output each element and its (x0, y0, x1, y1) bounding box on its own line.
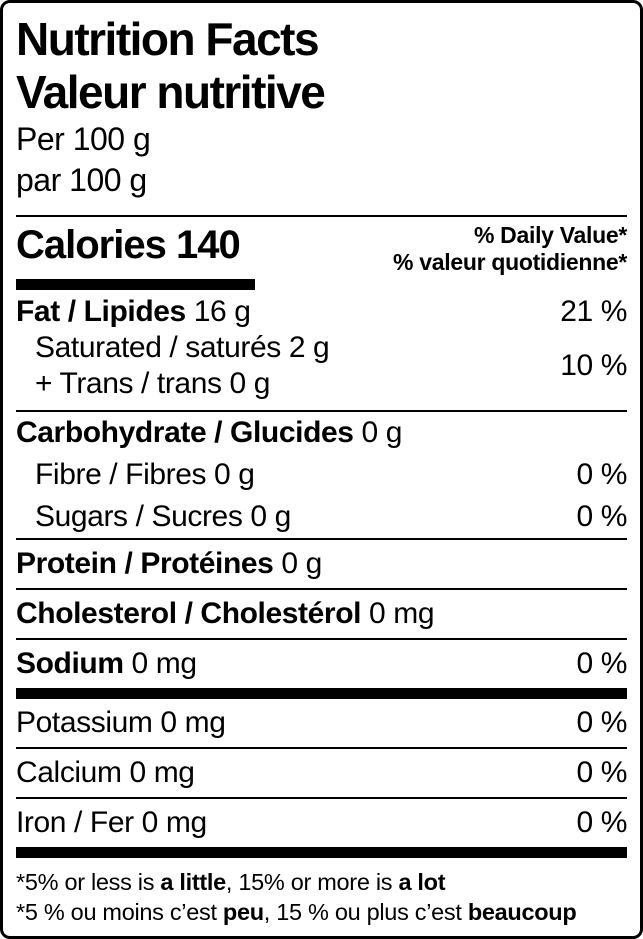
nutrient-name-amount: Sodium 0 mg (16, 646, 197, 682)
nutrient-row-calcium: Calcium 0 mg 0 % (16, 749, 627, 799)
nutrient-row-fibre: Fibre / Fibres 0 g 0 % (16, 454, 627, 496)
nutrient-row-iron: Iron / Fer 0 mg 0 % (16, 799, 627, 847)
saturated-trans-lines: Saturated / saturés 2 g + Trans / trans … (16, 330, 330, 402)
nutrient-amount: 0 g (250, 500, 291, 533)
footnotes: *5% or less is a little, 15% or more is … (16, 858, 627, 927)
nutrient-name: Fibre / Fibres (35, 458, 207, 491)
calories-underline-bar (16, 279, 255, 290)
nutrient-name: Protein / Protéines (16, 547, 274, 580)
serving-size-fr: par 100 g (16, 162, 147, 198)
nutrient-amount: 0 mg (160, 706, 226, 739)
serving-size-en: Per 100 g (16, 121, 151, 157)
nutrient-name: Sodium (16, 647, 124, 680)
nutrient-name: Fat / Lipides (16, 295, 186, 328)
nutrient-name-amount: Fibre / Fibres 0 g (16, 457, 255, 493)
daily-value: 21 % (560, 295, 627, 328)
nutrient-name: Cholesterol / Cholestérol (16, 597, 362, 630)
nutrient-name: + Trans / trans (35, 367, 222, 400)
daily-value-header-fr: % valeur quotidienne* (393, 249, 627, 275)
daily-value-header-en: % Daily Value* (473, 222, 627, 248)
nutrient-name-amount: Fat / Lipides 16 g (16, 294, 251, 330)
nutrient-name-amount: Cholesterol / Cholestérol 0 mg (16, 596, 435, 632)
nutrient-name-amount: Iron / Fer 0 mg (16, 805, 207, 841)
nutrient-name: Saturated / saturés (35, 331, 281, 364)
footnote-en-part: *5% or less is (16, 869, 161, 895)
nutrient-name-amount: Protein / Protéines 0 g (16, 546, 322, 582)
fat-section: Fat / Lipides 16 g 21 % Saturated / satu… (16, 290, 627, 412)
nutrient-amount: 0 g (229, 367, 271, 400)
footnote-fr-part: *5 % ou moins c’est (16, 899, 223, 925)
daily-value-header: % Daily Value* % valeur quotidienne* (393, 222, 627, 276)
nutrient-amount: 0 mg (129, 756, 196, 789)
daily-value: 0 % (576, 756, 628, 789)
footnote-en-part: , 15% or more is (225, 869, 399, 895)
nutrient-amount: 0 mg (131, 647, 198, 680)
nutrient-amount: 0 mg (141, 806, 208, 839)
section-divider-bar (16, 688, 627, 699)
nutrient-name: Calcium (16, 756, 122, 789)
nutrient-amount: 0 g (361, 416, 403, 449)
carbohydrate-section: Carbohydrate / Glucides 0 g Fibre / Fibr… (16, 412, 627, 540)
footnote-en-emphasis: a lot (398, 869, 446, 895)
calories-line: Calories 140 (16, 222, 241, 268)
label-header: Nutrition Facts Valeur nutritive Per 100… (16, 3, 627, 217)
daily-value: 0 % (576, 647, 628, 680)
section-divider-bar (16, 847, 627, 858)
daily-value: 0 % (576, 500, 628, 533)
footnote-fr-part: , 15 % ou plus c’est (263, 899, 468, 925)
nutrient-name-amount: Carbohydrate / Glucides 0 g (16, 415, 402, 451)
nutrient-row-potassium: Potassium 0 mg 0 % (16, 699, 627, 749)
nutrient-amount: 0 mg (369, 597, 435, 630)
nutrient-name-amount: Sugars / Sucres 0 g (16, 499, 291, 535)
footnote-fr-emphasis: beaucoup (467, 899, 577, 925)
calories-section: Calories 140 % Daily Value* % valeur quo… (16, 217, 627, 276)
nutrient-row-cholesterol: Cholesterol / Cholestérol 0 mg (16, 590, 627, 640)
nutrient-name: Potassium (16, 706, 153, 739)
nutrient-row-sodium: Sodium 0 mg 0 % (16, 640, 627, 688)
nutrient-name: Carbohydrate / Glucides (16, 416, 354, 449)
daily-value: 0 % (576, 706, 628, 739)
footnote-fr: *5 % ou moins c’est peu, 15 % ou plus c’… (16, 897, 627, 927)
nutrient-name-amount: Calcium 0 mg (16, 755, 195, 791)
trans-line: + Trans / trans 0 g (35, 366, 329, 402)
nutrient-row-carbohydrate: Carbohydrate / Glucides 0 g (16, 412, 627, 454)
nutrient-row-saturated-trans: Saturated / saturés 2 g + Trans / trans … (16, 330, 627, 402)
nutrient-amount: 2 g (288, 331, 330, 364)
nutrient-row-fat: Fat / Lipides 16 g 21 % (16, 294, 627, 330)
nutrient-row-sugars: Sugars / Sucres 0 g 0 % (16, 496, 627, 538)
footnote-fr-emphasis: peu (222, 899, 264, 925)
nutrient-amount: 0 g (214, 458, 255, 491)
footnote-en-emphasis: a little (160, 869, 226, 895)
title-fr: Valeur nutritive (16, 66, 326, 118)
saturated-line: Saturated / saturés 2 g (35, 330, 330, 366)
title-en: Nutrition Facts (16, 13, 320, 65)
nutrient-amount: 16 g (193, 295, 251, 328)
nutrient-row-protein: Protein / Protéines 0 g (16, 540, 627, 590)
nutrient-name: Iron / Fer (16, 806, 134, 839)
daily-value: 0 % (576, 806, 628, 839)
nutrient-name: Sugars / Sucres (35, 500, 243, 533)
calories-word: Calories (16, 223, 167, 267)
calories-value: 140 (175, 223, 241, 267)
nutrient-amount: 0 g (281, 547, 322, 580)
footnote-en: *5% or less is a little, 15% or more is … (16, 867, 627, 897)
daily-value: 0 % (576, 458, 628, 491)
nutrient-name-amount: Potassium 0 mg (16, 705, 226, 741)
daily-value: 10 % (560, 349, 627, 382)
